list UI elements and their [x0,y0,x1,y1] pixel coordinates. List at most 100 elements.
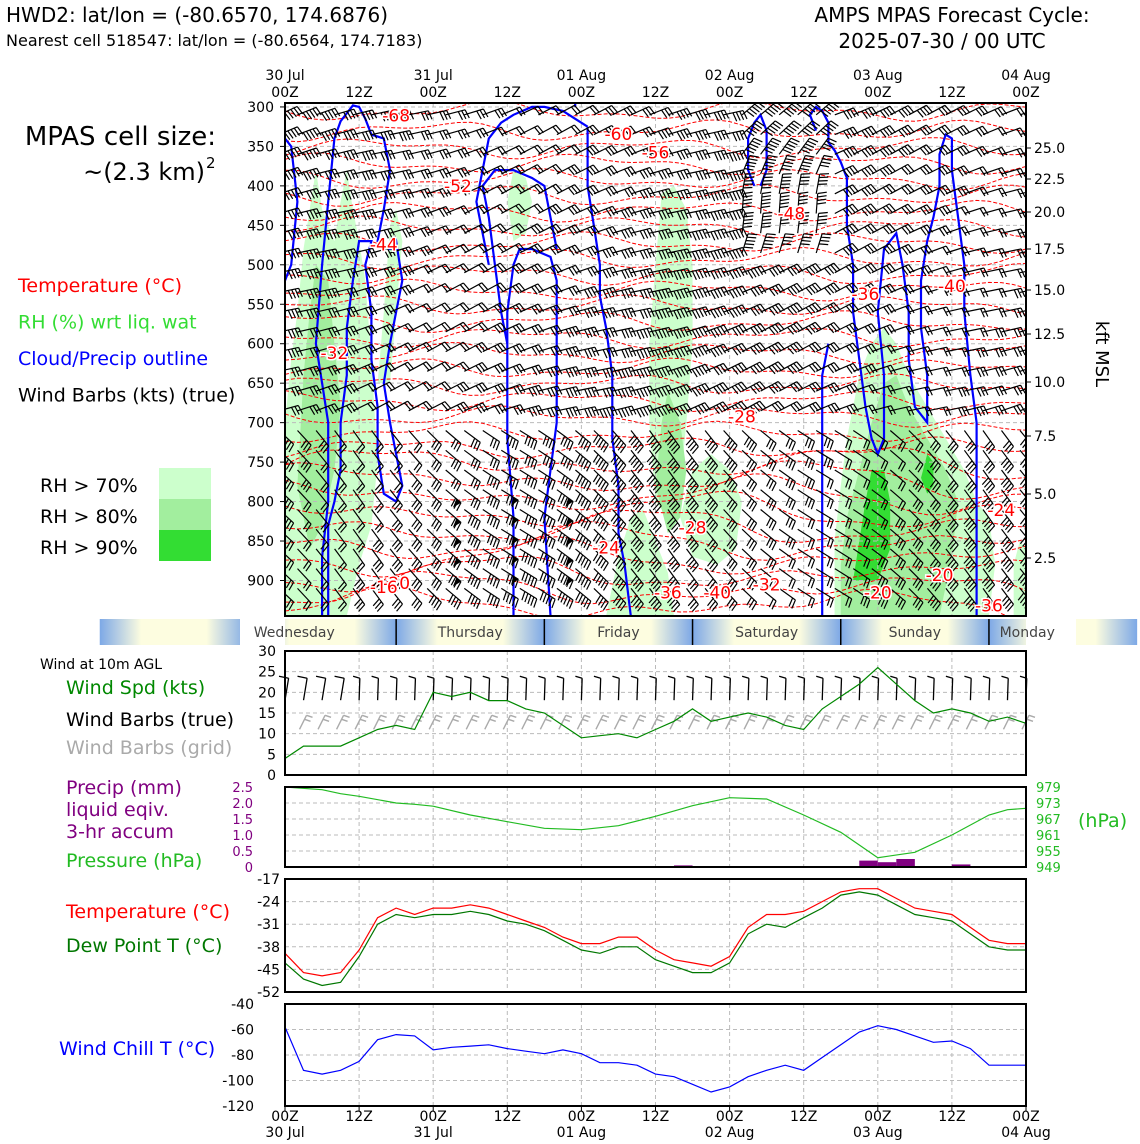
wind-barb [945,246,971,257]
weekday-name: Saturday [735,625,798,641]
wind-barb [649,268,674,280]
wind-barb [371,548,384,573]
top-time-label: 00Z [568,85,595,101]
wind-barb [945,548,959,573]
wind-barb [285,126,304,141]
wind-barb [352,228,378,240]
rh-legend-swatch [159,468,211,499]
kft-tick-label: 17.5 [1034,242,1065,258]
grid-wind-barb [687,714,702,730]
wind-barb [371,323,396,335]
wind-barb [778,211,791,234]
wind-barb [945,165,971,177]
wind-barb [371,285,396,297]
true-wind-barb [538,675,546,701]
wind-barb [926,588,941,612]
wind-barb [778,120,802,137]
wind-barb [285,573,295,591]
isotherm-label: -20 [382,574,410,594]
wind-barb [778,469,796,491]
wind-barb [519,263,544,275]
wind-barb [945,347,970,357]
wind-barb [610,469,627,493]
wind-barb [778,401,804,413]
wind-barb [285,327,303,339]
wind-barb [408,361,433,372]
grid-wind-barb [298,714,313,730]
wind-barb [889,469,907,492]
wind-barb [1001,430,1014,454]
wind-barb [890,163,915,176]
precip-tick-label: 0 [245,861,253,876]
wind-barb [852,568,871,589]
true-wind-barb [371,675,380,701]
wind-barb [315,268,340,280]
grid-wind-barb [854,714,869,730]
wind-barb [853,125,878,139]
wind-barb [760,154,778,175]
wind-barb [815,429,834,450]
wind-barb [538,144,563,155]
wind-barb [297,404,322,416]
wind-barb [463,430,481,452]
wind-barb [464,282,489,293]
wind-barb [371,528,384,553]
wind-barb [945,386,970,398]
wind-barb [760,469,777,492]
wind-barb [797,489,816,510]
weekday-day-strip [840,619,989,645]
wind-tick-label: 30 [258,644,276,660]
wind-barb [908,406,933,417]
wind-barb [871,243,896,255]
wind-barb [1001,403,1026,415]
wind-barb [408,430,423,454]
wind-barb [630,287,655,300]
wind-barb [630,146,656,158]
wind-barb [285,494,295,512]
wind-barb [741,120,765,137]
wind-barb [519,243,544,255]
wind-barb [908,489,924,513]
wind-barb [445,381,470,393]
wind-barb [445,568,462,590]
wind-barb [686,208,711,221]
isotherm-label: -40 [703,583,731,603]
temp-panel-frame [284,878,1027,993]
wind-speed-line [284,666,1027,759]
wind-barb [686,588,699,612]
wind-barb [501,363,526,375]
wind-barb [926,509,941,533]
grid-wind-barb [613,714,628,730]
wind-barb [649,127,674,140]
wind-barb [723,587,738,612]
wind-barb [612,226,637,239]
wind-barb [797,568,816,589]
bottom-time-label: 12Z [938,1109,965,1125]
isotherm-label: -40 [938,277,966,297]
wind-barb [285,533,295,552]
wind-barb [630,166,656,180]
wind-barb [723,528,738,552]
wind-barb [519,303,545,315]
wind-barb [852,489,871,510]
wind-barb [445,263,470,274]
wind-barb [666,528,681,553]
true-wind-barb [334,675,345,701]
wind-barb [463,528,481,550]
wind-barb [426,430,442,453]
wind-barb [593,406,618,419]
wind-barb [556,449,574,471]
wind-barb [945,104,971,117]
wind-barb [371,189,396,200]
wind-barb [704,449,719,474]
wind-barb [704,489,719,513]
wind-barb [352,568,366,593]
weekday-name: Sunday [889,625,941,641]
wind-barb [389,400,415,412]
wind-barb [389,509,403,533]
windchill-tick-label: -80 [231,1048,254,1064]
isotherm-label: -36 [975,597,1003,617]
wind-barbs-true-label: Wind Barbs (true) [66,709,234,731]
wind-barb [945,509,959,533]
wind-barb [834,262,859,274]
